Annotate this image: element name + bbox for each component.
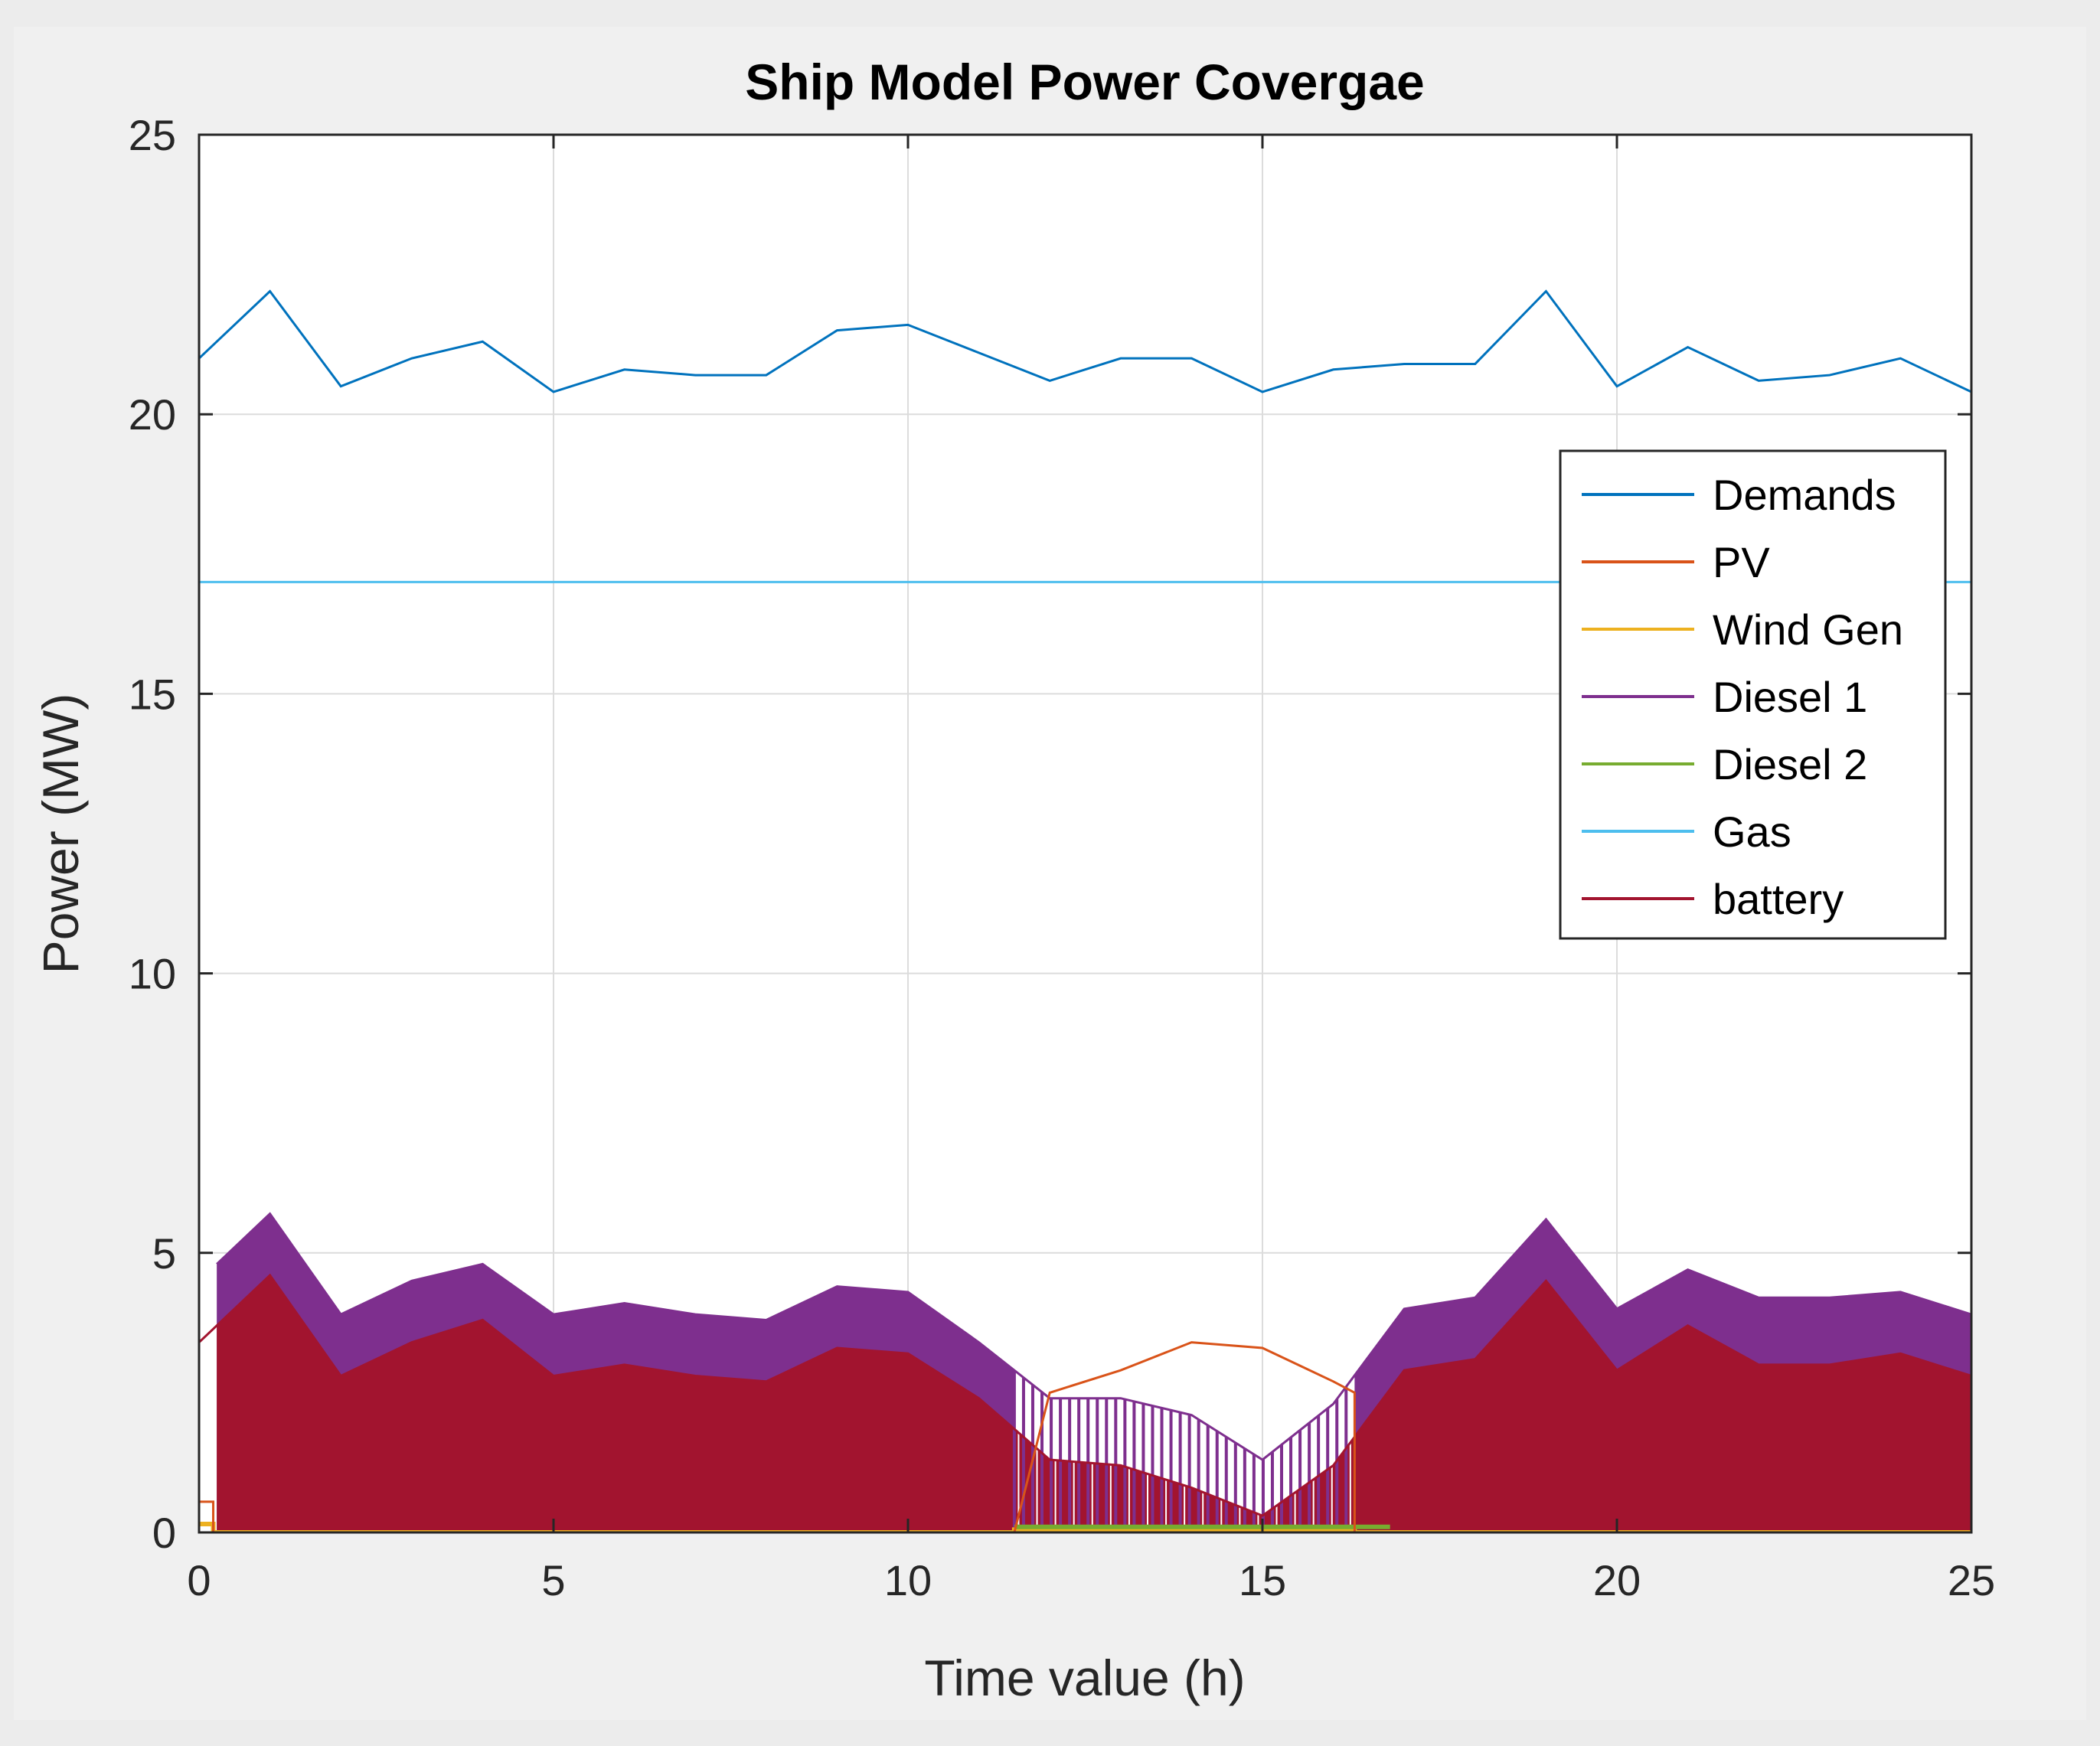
y-axis-label: Power (MW) [32, 694, 89, 974]
series-line-gas [199, 580, 1971, 1532]
x-tick-label: 20 [1593, 1556, 1641, 1604]
legend-wind-gen-label: Wind Gen [1713, 605, 1903, 654]
legend-demands-label: Demands [1713, 471, 1896, 519]
y-tick-label: 15 [129, 670, 176, 718]
y-tick-label: 0 [152, 1509, 176, 1557]
battery-area [1354, 1281, 1971, 1532]
battery-area [1014, 1428, 1355, 1532]
chart-title: Ship Model Power Covergae [745, 54, 1425, 110]
legend-diesel-2-label: Diesel 2 [1713, 740, 1867, 788]
y-tick-label: 25 [129, 111, 176, 159]
y-tick-label: 10 [129, 950, 176, 998]
legend[interactable]: Demands PV Wind Gen Diesel 1 Diesel 2 Gas batt… [1559, 449, 1947, 940]
legend-diesel-1-label: Diesel 1 [1713, 673, 1867, 721]
tick-labels: 0 5 10 15 20 25 0 5 10 15 20 25 [129, 111, 1995, 1604]
x-tick-label: 10 [884, 1556, 932, 1604]
legend-battery-label: battery [1713, 875, 1844, 923]
x-tick-label: 0 [187, 1556, 211, 1604]
x-tick-label: 25 [1948, 1556, 1995, 1604]
x-tick-label: 15 [1239, 1556, 1286, 1604]
y-tick-label: 20 [129, 390, 176, 439]
series-line-diesel-1 [216, 1212, 1971, 1461]
legend-gas-label: Gas [1713, 808, 1791, 856]
series-line-pv [199, 1341, 1971, 1532]
x-tick-label: 5 [541, 1556, 565, 1604]
x-axis-label: Time value (h) [924, 1650, 1245, 1706]
axes-box [198, 133, 1973, 1534]
y-tick-label: 5 [152, 1229, 176, 1278]
legend-pv-label: PV [1713, 538, 1770, 586]
series-line-demands [199, 289, 1971, 393]
battery-area [217, 1275, 1014, 1532]
ticks [198, 133, 1973, 1534]
series-line-battery [199, 1273, 1971, 1517]
legend-box [1559, 449, 1947, 940]
area-fills [217, 1213, 1971, 1532]
